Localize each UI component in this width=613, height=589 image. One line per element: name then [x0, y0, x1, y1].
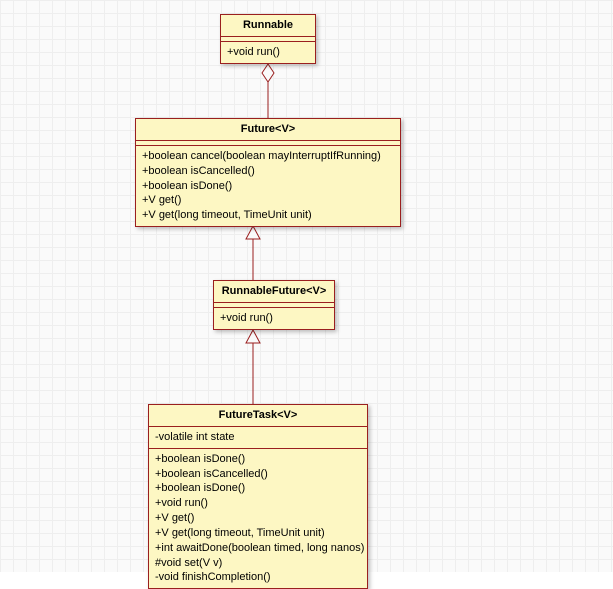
class-ops: +boolean isDone() +boolean isCancelled()…	[149, 449, 367, 589]
class-title: Future<V>	[136, 119, 400, 141]
class-ops: +void run()	[221, 42, 315, 63]
attr: -volatile int state	[155, 430, 361, 445]
op: +void run()	[155, 496, 361, 511]
class-ops: +void run()	[214, 308, 334, 329]
class-future: Future<V> +boolean cancel(boolean mayInt…	[135, 118, 401, 227]
op: +int awaitDone(boolean timed, long nanos…	[155, 541, 361, 556]
class-title: FutureTask<V>	[149, 405, 367, 427]
op: #void set(V v)	[155, 556, 361, 571]
op: +V get()	[142, 193, 394, 208]
op: +boolean isDone()	[155, 481, 361, 496]
class-title: RunnableFuture<V>	[214, 281, 334, 303]
op: +V get(long timeout, TimeUnit unit)	[142, 208, 394, 223]
class-attrs: -volatile int state	[149, 427, 367, 449]
op: +boolean cancel(boolean mayInterruptIfRu…	[142, 149, 394, 164]
op: +boolean isCancelled()	[155, 467, 361, 482]
class-title: Runnable	[221, 15, 315, 37]
op: +V get(long timeout, TimeUnit unit)	[155, 526, 361, 541]
class-runnablefuture: RunnableFuture<V> +void run()	[213, 280, 335, 330]
class-futuretask: FutureTask<V> -volatile int state +boole…	[148, 404, 368, 589]
class-ops: +boolean cancel(boolean mayInterruptIfRu…	[136, 146, 400, 226]
op: +boolean isCancelled()	[142, 164, 394, 179]
op: +void run()	[227, 45, 309, 60]
op: +V get()	[155, 511, 361, 526]
op: +void run()	[220, 311, 328, 326]
op: +boolean isDone()	[142, 179, 394, 194]
op: +boolean isDone()	[155, 452, 361, 467]
class-runnable: Runnable +void run()	[220, 14, 316, 64]
op: -void finishCompletion()	[155, 570, 361, 585]
